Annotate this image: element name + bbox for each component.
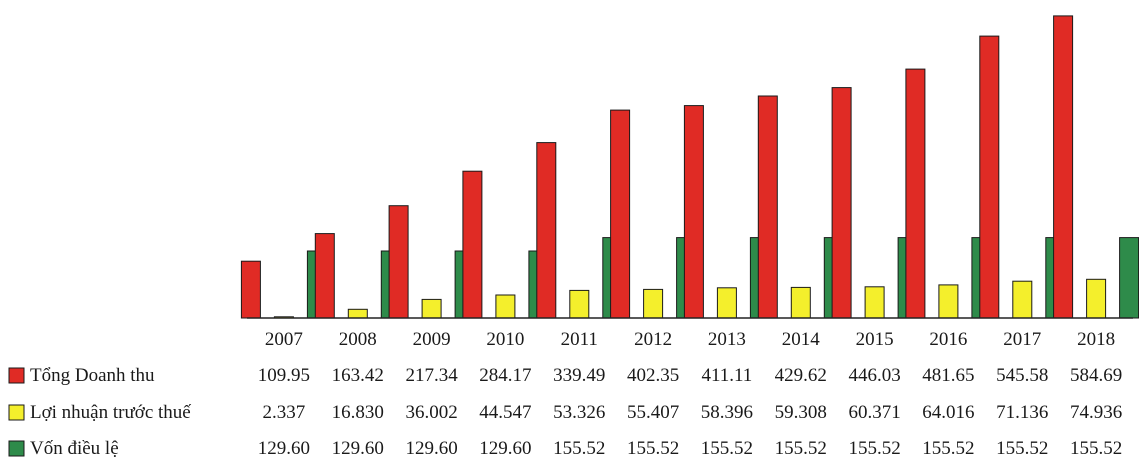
bar-revenue-2014 [757,95,778,319]
bar-profit-2017 [1012,280,1033,319]
bar-profit-2010 [495,294,516,319]
x-tick-2014: 2014 [782,329,821,350]
table-cell-revenue-2016: 481.65 [922,365,974,386]
x-tick-2017: 2017 [1003,329,1041,350]
bar-profit-2009 [421,298,442,319]
bar-profit-2014 [790,286,811,319]
bar-revenue-2018 [1053,15,1074,319]
table-cell-profit-2007: 2.337 [263,402,306,423]
bar-profit-2011 [569,289,590,319]
x-tick-2010: 2010 [486,329,524,350]
legend-label-profit: Lợi nhuận trước thuế [30,402,191,423]
table-cell-profit-2012: 55.407 [627,402,679,423]
bar-revenue-2010 [462,170,483,319]
x-tick-2015: 2015 [856,329,894,350]
table-cell-profit-2008: 16.830 [332,402,384,423]
data-table: Tổng Doanh thu 109.95 163.42 217.34 284.17 33… [8,365,1122,459]
bars-group [240,15,1139,319]
x-tick-2008: 2008 [339,329,377,350]
bar-revenue-2011 [536,142,557,319]
x-tick-2013: 2013 [708,329,746,350]
table-cell-capital-2009: 129.60 [405,438,457,459]
table-cell-revenue-2013: 411.11 [701,365,752,386]
table-cell-profit-2016: 64.016 [922,402,974,423]
legend-label-revenue: Tổng Doanh thu [30,365,155,386]
bar-profit-2008 [347,308,368,319]
table-cell-capital-2012: 155.52 [627,438,679,459]
bar-profit-2015 [864,286,885,319]
legend-key-profit [8,404,25,421]
x-tick-2016: 2016 [929,329,967,350]
bar-profit-2012 [643,288,664,319]
bar-revenue-2013 [683,105,704,319]
table-cell-profit-2009: 36.002 [405,402,457,423]
table-cell-capital-2013: 155.52 [701,438,753,459]
x-tick-2018: 2018 [1077,329,1115,350]
bar-revenue-2012 [610,109,631,319]
x-tick-2009: 2009 [413,329,451,350]
table-cell-revenue-2012: 402.35 [627,365,679,386]
table-cell-revenue-2011: 339.49 [553,365,605,386]
table-cell-revenue-2014: 429.62 [775,365,827,386]
x-tick-2011: 2011 [561,329,598,350]
bar-profit-2013 [716,287,737,319]
legend-key-revenue [8,367,25,384]
table-cell-capital-2017: 155.52 [996,438,1048,459]
bar-revenue-2017 [979,35,1000,319]
bar-revenue-2015 [831,87,852,319]
x-tick-labels: 2007 2008 2009 2010 2011 2012 2013 2014 2015 2016… [265,329,1115,350]
legend-key-capital [8,440,25,457]
x-tick-2007: 2007 [265,329,303,350]
table-cell-revenue-2008: 163.42 [332,365,384,386]
table-cell-profit-2018: 74.936 [1070,402,1122,423]
bar-capital-2018 [1119,237,1139,319]
table-cell-profit-2011: 53.326 [553,402,605,423]
table-cell-revenue-2007: 109.95 [258,365,310,386]
table-cell-capital-2016: 155.52 [922,438,974,459]
bar-revenue-2016 [905,68,926,319]
table-cell-capital-2008: 129.60 [332,438,384,459]
table-cell-revenue-2010: 284.17 [479,365,531,386]
table-cell-revenue-2009: 217.34 [405,365,458,386]
x-tick-2012: 2012 [634,329,672,350]
bar-revenue-2007 [240,260,261,319]
bar-revenue-2009 [388,205,409,319]
table-cell-profit-2013: 58.396 [701,402,753,423]
table-cell-capital-2007: 129.60 [258,438,310,459]
table-cell-capital-2015: 155.52 [848,438,900,459]
table-cell-revenue-2018: 584.69 [1070,365,1122,386]
bar-profit-2016 [938,284,959,319]
table-cell-revenue-2017: 545.58 [996,365,1048,386]
table-cell-profit-2015: 60.371 [848,402,900,423]
bar-revenue-2008 [314,233,335,319]
table-cell-profit-2010: 44.547 [479,402,531,423]
table-cell-capital-2010: 129.60 [479,438,531,459]
bar-profit-2018 [1086,278,1107,319]
table-cell-capital-2018: 155.52 [1070,438,1122,459]
table-cell-profit-2014: 59.308 [775,402,827,423]
table-cell-profit-2017: 71.136 [996,402,1048,423]
table-cell-capital-2014: 155.52 [775,438,827,459]
table-cell-capital-2011: 155.52 [553,438,605,459]
legend-label-capital: Vốn điều lệ [30,438,119,459]
table-cell-revenue-2015: 446.03 [848,365,900,386]
